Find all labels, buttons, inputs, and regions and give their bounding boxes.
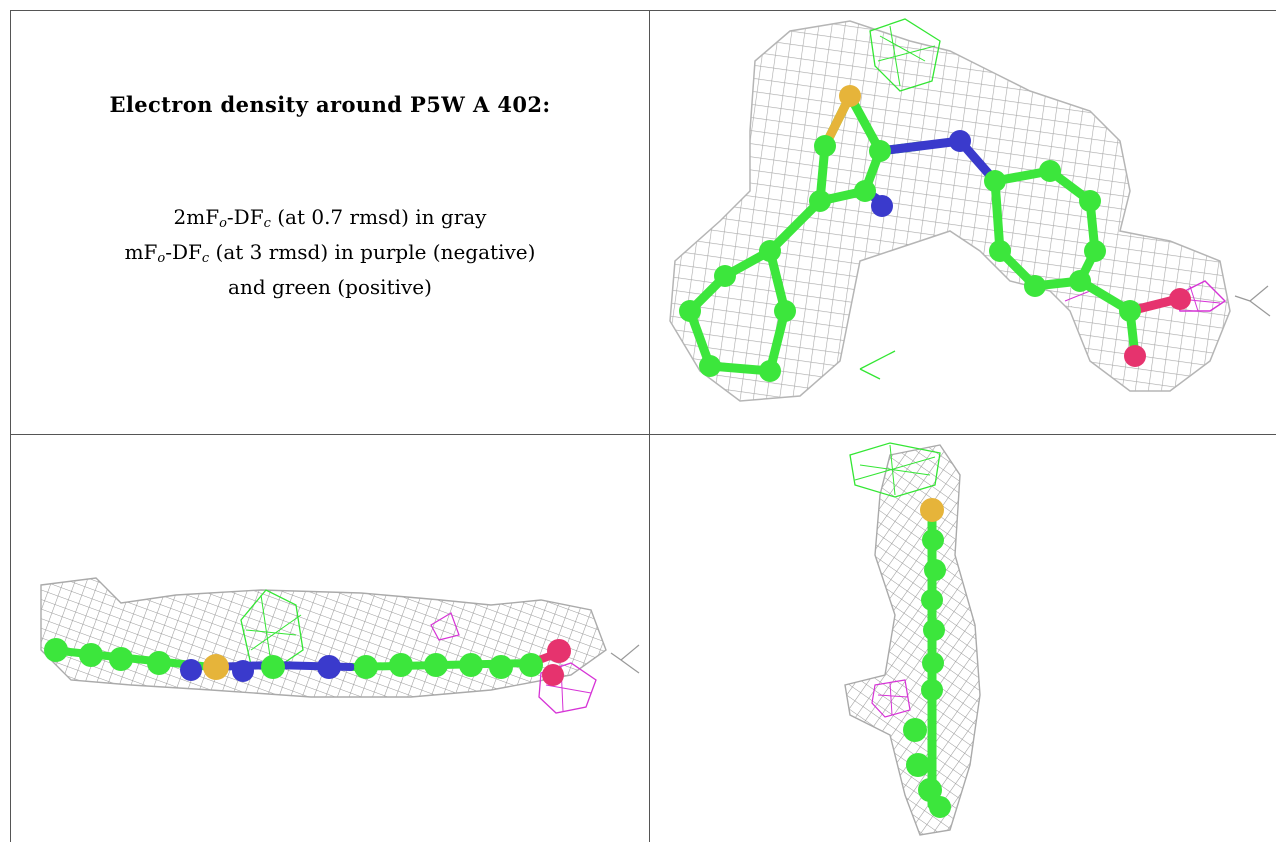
side-view-image — [844, 442, 981, 836]
gray-density-mesh — [669, 20, 1231, 402]
positive-density-blob-top — [869, 18, 941, 92]
negative-density-blob — [871, 679, 911, 718]
caption-cell: Electron density around P5W A 402: 2mFo-… — [10, 10, 650, 434]
border-horizontal-divider — [10, 434, 1276, 435]
border-vertical-divider — [649, 10, 650, 842]
ligand-atoms — [679, 85, 1191, 382]
edge-view-image — [40, 577, 640, 714]
density-panel-front — [650, 11, 1276, 434]
border-left — [10, 10, 11, 842]
figure-table: Electron density around P5W A 402: 2mFo-… — [10, 10, 1276, 842]
legend-line-2fofc: 2mFo-DFc (at 0.7 rmsd) in gray — [173, 205, 487, 231]
border-top — [10, 10, 1276, 11]
gray-density-mesh — [40, 577, 607, 698]
front-view-image — [669, 18, 1271, 402]
legend-line-fofc: mFo-DFc (at 3 rmsd) in purple (negative) — [124, 240, 536, 266]
density-panel-edge — [11, 435, 649, 842]
positive-density-blob — [849, 442, 941, 498]
negative-density-blob — [538, 662, 597, 714]
gray-density-mesh — [844, 444, 981, 836]
legend-line-colors: and green (positive) — [228, 275, 432, 299]
figure-title: Electron density around P5W A 402: — [109, 92, 551, 117]
figure-description: 2mFo-DFc (at 0.7 rmsd) in gray mFo-DFc (… — [10, 203, 650, 302]
density-panel-side — [650, 435, 1276, 842]
